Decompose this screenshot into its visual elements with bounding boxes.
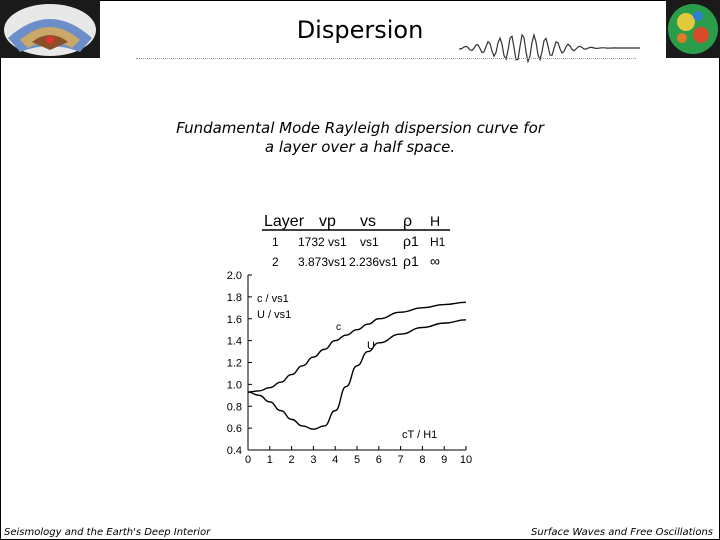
x-tick-label: 10 xyxy=(460,454,472,466)
table-row2-vp: 3.873vs1 xyxy=(298,255,347,269)
table-row1-layer: 1 xyxy=(272,235,279,249)
y-tick-label: 0.4 xyxy=(227,445,242,457)
table-header-vp: vp xyxy=(319,213,336,230)
x-tick-label: 5 xyxy=(354,454,360,466)
y-tick-label: 1.4 xyxy=(227,336,242,348)
table-header-rho: ρ xyxy=(403,213,412,230)
table-row1-h: H1 xyxy=(430,235,446,249)
y-tick-label: 0.6 xyxy=(227,423,242,435)
y-tick-label: 1.8 xyxy=(227,292,242,304)
table-row1-vp: 1732 vs1 xyxy=(298,235,347,249)
table-header-layer: Layer xyxy=(264,213,305,230)
caption-line-2: a layer over a half space. xyxy=(264,138,456,156)
table-row2-layer: 2 xyxy=(272,255,279,269)
x-axis-label: cT / H1 xyxy=(402,429,437,441)
x-tick-label: 4 xyxy=(332,454,338,466)
table-row2-h: ∞ xyxy=(430,253,440,269)
earth-cross-section-logo xyxy=(0,0,100,58)
y-tick-label: 1.6 xyxy=(227,314,242,326)
y-tick-label: 2.0 xyxy=(227,270,242,282)
tomography-globe-logo xyxy=(666,0,720,58)
series-line-c xyxy=(247,301,467,393)
x-tick-label: 0 xyxy=(245,454,251,466)
chart-ticks: 0 1 2 3 4 5 6 7 8 9 10 0.4 0.6 0.8 1.0 1.2 1.4 1.6 1.8 2.0 xyxy=(227,270,472,466)
y-tick-label: 1.2 xyxy=(227,358,242,370)
series-line-u xyxy=(247,319,467,430)
chart-series xyxy=(247,301,467,430)
footer-course-title: Seismology and the Earth's Deep Interior xyxy=(4,527,211,538)
table-row1-vs: vs1 xyxy=(360,235,379,249)
seismogram-decoration xyxy=(459,32,640,64)
x-tick-label: 3 xyxy=(310,454,316,466)
x-tick-label: 8 xyxy=(419,454,425,466)
x-tick-label: 2 xyxy=(289,454,295,466)
y-tick-label: 0.8 xyxy=(227,401,242,413)
series-label-c: c xyxy=(336,322,341,333)
x-tick-label: 7 xyxy=(398,454,404,466)
x-tick-label: 9 xyxy=(441,454,447,466)
x-tick-label: 6 xyxy=(376,454,382,466)
x-tick-label: 1 xyxy=(267,454,273,466)
table-row2-rho: ρ1 xyxy=(403,253,419,269)
y-tick-label: 1.0 xyxy=(227,379,242,391)
footer-section-title: Surface Waves and Free Oscillations xyxy=(531,527,713,538)
header-divider xyxy=(136,58,636,59)
table-row1-rho: ρ1 xyxy=(403,233,419,249)
slide-caption: Fundamental Mode Rayleigh dispersion cur… xyxy=(0,119,720,157)
y-axis-label-c: c / vs1 xyxy=(257,293,289,305)
series-label-u: U xyxy=(367,340,375,352)
caption-line-1: Fundamental Mode Rayleigh dispersion cur… xyxy=(176,119,544,137)
table-header-h: H xyxy=(430,213,440,229)
slide-title: Dispersion xyxy=(296,16,424,44)
table-header-vs: vs xyxy=(360,213,376,230)
y-axis-label-u: U / vs1 xyxy=(257,309,291,321)
table-row2-vs: 2.236vs1 xyxy=(349,255,398,269)
